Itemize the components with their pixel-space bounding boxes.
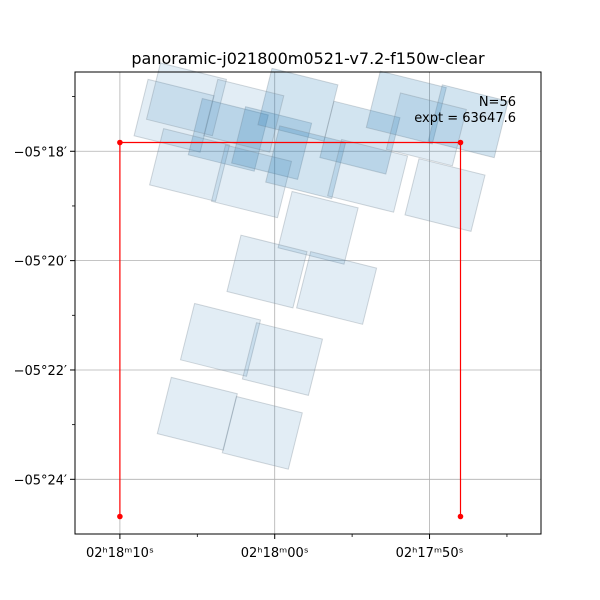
annotation-line-2: expt = 63647.6: [414, 111, 516, 126]
x-tick-label: 02ʰ17ᵐ50ˢ: [396, 546, 464, 561]
outline-vertex: [457, 139, 464, 146]
detector-footprint: [295, 250, 378, 325]
detector-footprint: [365, 70, 447, 145]
outline: [117, 139, 464, 520]
detector-footprint: [319, 100, 401, 175]
outline-path: [119, 141, 462, 517]
annotation-line-1: N=56: [479, 95, 516, 110]
axis-ticks: 02ʰ18ᵐ10ˢ 02ʰ18ᵐ00ˢ 02ʰ17ᵐ50ˢ −05°18′ −05°20…: [14, 96, 508, 561]
detector-footprint: [156, 376, 238, 451]
detector-footprint: [179, 302, 262, 377]
detector-footprint: [257, 67, 339, 142]
detector-footprint: [221, 395, 303, 470]
detector-footprint: [241, 322, 324, 397]
annotation: N=56 expt = 63647.6: [414, 95, 516, 126]
detector-footprint: [265, 125, 347, 200]
outline-vertex: [457, 513, 464, 520]
detector-footprint: [226, 234, 308, 309]
detector-footprint: [148, 127, 231, 202]
detector-footprint: [210, 144, 293, 219]
y-tick-label: −05°24′: [14, 473, 67, 488]
x-tick-label: 02ʰ18ᵐ10ˢ: [86, 546, 154, 561]
outline-vertex: [117, 513, 123, 520]
detector-footprint: [385, 92, 468, 167]
y-tick-label: −05°20′: [14, 255, 67, 270]
y-tick-label: −05°18′: [14, 145, 67, 160]
detector-footprint: [404, 158, 486, 233]
detector-footprint: [427, 84, 509, 159]
detector-footprint: [203, 78, 285, 153]
detector-footprint: [187, 97, 269, 172]
detector-footprint: [326, 138, 409, 213]
detector-footprint: [277, 190, 359, 265]
outline-vertex: [117, 139, 123, 146]
y-tick-label: −05°22′: [14, 364, 67, 379]
detector-footprint: [133, 78, 215, 153]
detector-footprint: [145, 62, 228, 137]
x-tick-label: 02ʰ18ᵐ00ˢ: [241, 546, 309, 561]
plot-frame: [74, 71, 542, 535]
chart-title: panoramic-j021800m0521-v7.2-f150w-clear: [131, 49, 485, 68]
grid: [75, 72, 541, 534]
